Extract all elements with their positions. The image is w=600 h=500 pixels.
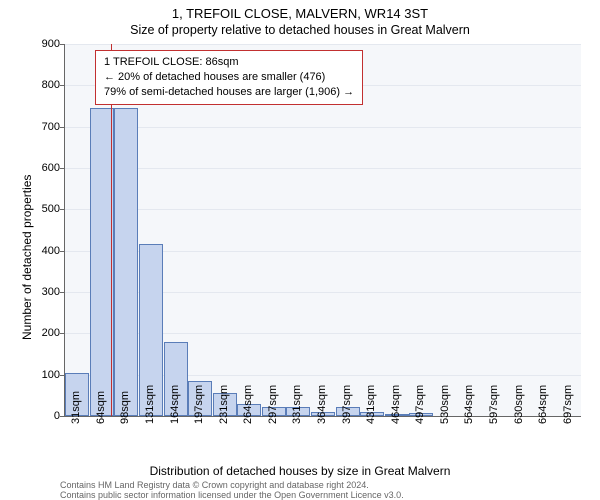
x-tick-label: 664sqm (537, 385, 549, 424)
y-tick-label: 500 (30, 203, 60, 215)
x-tick-label: 630sqm (513, 385, 525, 424)
x-tick-label: 597sqm (488, 385, 500, 424)
y-tick-label: 300 (30, 286, 60, 298)
x-tick-label: 197sqm (193, 385, 205, 424)
y-tick-label: 400 (30, 245, 60, 257)
footer-line-1: Contains HM Land Registry data © Crown c… (60, 480, 369, 490)
annotation-line-2: ← 20% of detached houses are smaller (47… (104, 70, 354, 85)
gridline (65, 209, 581, 210)
x-tick-label: 564sqm (463, 385, 475, 424)
y-tick-label: 100 (30, 369, 60, 381)
gridline (65, 168, 581, 169)
y-tick-mark (60, 44, 64, 45)
y-tick-mark (60, 333, 64, 334)
x-tick-label: 64sqm (95, 391, 107, 424)
chart-subtitle: Size of property relative to detached ho… (0, 21, 600, 37)
plot-area: 1 TREFOIL CLOSE: 86sqm ← 20% of detached… (64, 44, 581, 417)
footer-line-2: Contains public sector information licen… (60, 490, 404, 500)
x-tick-label: 297sqm (267, 385, 279, 424)
y-tick-label: 800 (30, 79, 60, 91)
property-size-chart: 1, TREFOIL CLOSE, MALVERN, WR14 3ST Size… (0, 0, 600, 500)
x-tick-label: 264sqm (242, 385, 254, 424)
x-tick-label: 131sqm (144, 385, 156, 424)
x-tick-label: 364sqm (316, 385, 328, 424)
x-tick-label: 98sqm (119, 391, 131, 424)
x-tick-label: 331sqm (291, 385, 303, 424)
histogram-bar (114, 108, 138, 416)
x-tick-label: 431sqm (365, 385, 377, 424)
chart-title: 1, TREFOIL CLOSE, MALVERN, WR14 3ST (0, 0, 600, 21)
y-tick-label: 0 (30, 410, 60, 422)
gridline (65, 127, 581, 128)
x-tick-label: 464sqm (390, 385, 402, 424)
y-tick-mark (60, 209, 64, 210)
x-tick-label: 31sqm (70, 391, 82, 424)
x-tick-label: 231sqm (218, 385, 230, 424)
gridline (65, 44, 581, 45)
y-tick-mark (60, 416, 64, 417)
annotation-line-3: 79% of semi-detached houses are larger (… (104, 85, 354, 100)
x-axis-label: Distribution of detached houses by size … (0, 464, 600, 478)
annotation-line-1: 1 TREFOIL CLOSE: 86sqm (104, 55, 354, 70)
y-tick-label: 200 (30, 327, 60, 339)
x-tick-label: 697sqm (562, 385, 574, 424)
y-tick-label: 600 (30, 162, 60, 174)
y-tick-mark (60, 127, 64, 128)
x-tick-label: 397sqm (341, 385, 353, 424)
annotation-box: 1 TREFOIL CLOSE: 86sqm ← 20% of detached… (95, 50, 363, 105)
y-tick-mark (60, 292, 64, 293)
x-tick-label: 164sqm (169, 385, 181, 424)
y-tick-mark (60, 375, 64, 376)
y-tick-label: 900 (30, 38, 60, 50)
y-axis-label: Number of detached properties (20, 175, 34, 340)
x-tick-label: 497sqm (414, 385, 426, 424)
y-tick-label: 700 (30, 121, 60, 133)
y-tick-mark (60, 251, 64, 252)
y-tick-mark (60, 168, 64, 169)
x-tick-label: 530sqm (439, 385, 451, 424)
y-tick-mark (60, 85, 64, 86)
